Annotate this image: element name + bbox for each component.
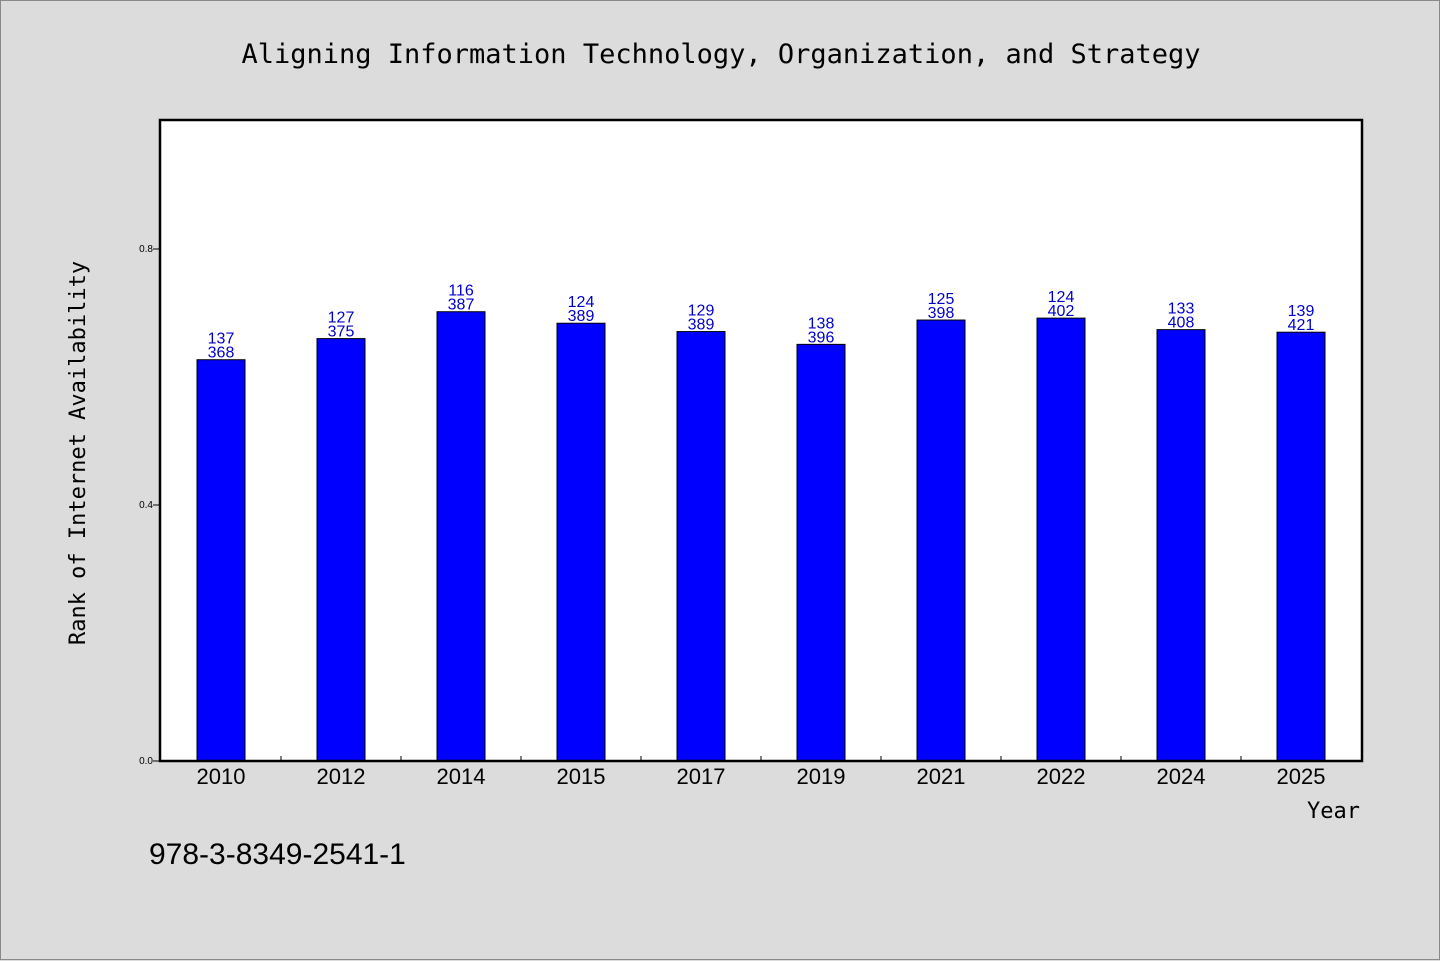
bar-2022	[1036, 317, 1086, 762]
data-label-top-2021: 125	[928, 291, 955, 308]
y-axis: 0.0 0.4 0.8	[139, 244, 161, 767]
bar-2012	[316, 338, 366, 762]
data-label-bottom-2019: 396	[808, 329, 835, 346]
x-tick-label-2021: 2021	[917, 764, 966, 789]
bar-2024	[1156, 329, 1206, 762]
data-label-bottom-2025: 421	[1288, 317, 1315, 334]
data-label-bottom-2021: 398	[928, 305, 955, 322]
data-label-top-2015: 124	[568, 294, 595, 311]
data-label-bottom-2024: 408	[1168, 315, 1195, 332]
bar-2010	[196, 359, 246, 762]
bar-2025	[1276, 331, 1326, 762]
x-tick-label-2022: 2022	[1037, 764, 1086, 789]
data-label-top-2024: 133	[1168, 301, 1195, 318]
data-label-top-2012: 127	[328, 310, 355, 327]
bar-2019	[796, 343, 846, 762]
data-label-bottom-2012: 375	[328, 324, 355, 341]
data-label-bottom-2017: 389	[688, 317, 715, 334]
x-tick-label-2014: 2014	[437, 764, 486, 789]
x-tick-label-2025: 2025	[1277, 764, 1326, 789]
data-label-top-2014: 116	[448, 283, 474, 300]
data-label-bottom-2010: 368	[208, 345, 235, 362]
data-label-top-2017: 129	[688, 303, 715, 320]
bar-2021	[916, 319, 966, 762]
chart-title: Aligning Information Technology, Organiz…	[241, 39, 1200, 70]
footer-isbn: 978-3-8349-2541-1	[149, 838, 406, 871]
y-tick-label-2: 0.8	[139, 244, 153, 255]
bar-2015	[556, 322, 606, 762]
x-tick-label-2012: 2012	[317, 764, 366, 789]
x-axis: 2010 2012 2014 2015 2017 2019 2021 2022 2024 2025	[197, 756, 1326, 789]
bar-2017	[676, 331, 726, 762]
y-axis-title: Rank of Internet Availability	[66, 261, 91, 645]
data-label-bottom-2015: 389	[568, 308, 595, 325]
x-tick-label-2015: 2015	[557, 764, 606, 789]
bars-layer	[196, 311, 1326, 762]
x-axis-title: Year	[1307, 799, 1360, 824]
data-label-top-2025: 139	[1288, 303, 1315, 320]
data-label-bottom-2014: 387	[448, 297, 475, 314]
data-label-top-2010: 137	[208, 331, 235, 348]
x-tick-label-2017: 2017	[677, 764, 726, 789]
bar-2014	[436, 311, 486, 762]
y-tick-label-1: 0.4	[139, 500, 153, 511]
y-tick-label-0: 0.0	[139, 756, 153, 767]
x-tick-label-2024: 2024	[1157, 764, 1206, 789]
plot-border	[158, 118, 1364, 763]
data-label-top-2022: 124	[1048, 289, 1075, 306]
x-tick-label-2019: 2019	[797, 764, 846, 789]
x-tick-label-2010: 2010	[197, 764, 246, 789]
data-label-top-2019: 138	[808, 315, 835, 332]
data-label-bottom-2022: 402	[1048, 303, 1075, 320]
